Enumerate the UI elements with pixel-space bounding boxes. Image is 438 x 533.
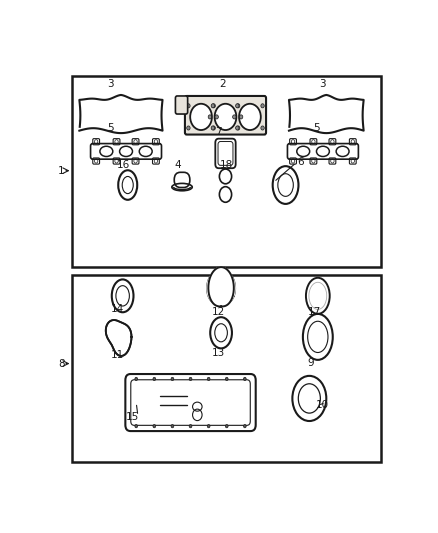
- Polygon shape: [208, 267, 234, 306]
- Circle shape: [212, 126, 215, 130]
- Circle shape: [261, 126, 264, 130]
- Text: 17: 17: [307, 307, 321, 317]
- Text: 12: 12: [212, 307, 225, 317]
- Text: 3: 3: [107, 79, 114, 88]
- Circle shape: [189, 424, 192, 428]
- Text: 13: 13: [212, 348, 225, 358]
- Text: 6: 6: [297, 157, 304, 167]
- Circle shape: [240, 115, 243, 119]
- Text: 3: 3: [320, 79, 326, 88]
- Circle shape: [211, 126, 215, 130]
- Ellipse shape: [100, 146, 113, 157]
- Circle shape: [233, 115, 236, 119]
- Circle shape: [236, 126, 239, 130]
- Ellipse shape: [139, 146, 152, 157]
- Circle shape: [171, 424, 174, 428]
- Circle shape: [244, 377, 246, 381]
- Circle shape: [226, 424, 228, 428]
- Circle shape: [153, 424, 155, 428]
- Ellipse shape: [297, 146, 310, 157]
- Circle shape: [237, 104, 240, 108]
- Polygon shape: [207, 270, 235, 304]
- Polygon shape: [106, 320, 131, 356]
- Circle shape: [215, 104, 237, 130]
- Text: 14: 14: [111, 304, 124, 314]
- Text: 5: 5: [107, 124, 114, 133]
- Text: 10: 10: [316, 400, 329, 410]
- Circle shape: [211, 104, 215, 108]
- Circle shape: [190, 104, 212, 130]
- Circle shape: [261, 104, 264, 108]
- Circle shape: [189, 377, 192, 381]
- Circle shape: [237, 126, 240, 130]
- Text: 5: 5: [313, 124, 319, 133]
- Circle shape: [239, 104, 261, 130]
- FancyBboxPatch shape: [176, 96, 187, 114]
- Circle shape: [171, 377, 174, 381]
- Text: 1: 1: [58, 166, 65, 176]
- Text: 15: 15: [126, 412, 139, 422]
- Circle shape: [244, 424, 246, 428]
- Text: 16: 16: [117, 160, 130, 171]
- Bar: [72, 276, 381, 462]
- Circle shape: [187, 126, 190, 130]
- Ellipse shape: [120, 146, 132, 157]
- Bar: [72, 76, 381, 267]
- Circle shape: [153, 377, 155, 381]
- Circle shape: [226, 377, 228, 381]
- Text: 4: 4: [175, 160, 181, 171]
- Ellipse shape: [317, 146, 329, 157]
- Circle shape: [236, 104, 239, 108]
- Circle shape: [187, 104, 190, 108]
- Circle shape: [208, 115, 212, 119]
- Text: 18: 18: [219, 160, 233, 171]
- Text: 11: 11: [111, 350, 124, 360]
- Text: 7: 7: [215, 127, 222, 136]
- Text: 9: 9: [307, 358, 314, 368]
- FancyBboxPatch shape: [185, 96, 266, 134]
- Text: 8: 8: [58, 359, 65, 368]
- Circle shape: [207, 377, 210, 381]
- Circle shape: [135, 424, 138, 428]
- Circle shape: [215, 115, 219, 119]
- Ellipse shape: [336, 146, 349, 157]
- Circle shape: [212, 104, 215, 108]
- Circle shape: [135, 377, 138, 381]
- Text: 2: 2: [220, 79, 226, 88]
- Circle shape: [207, 424, 210, 428]
